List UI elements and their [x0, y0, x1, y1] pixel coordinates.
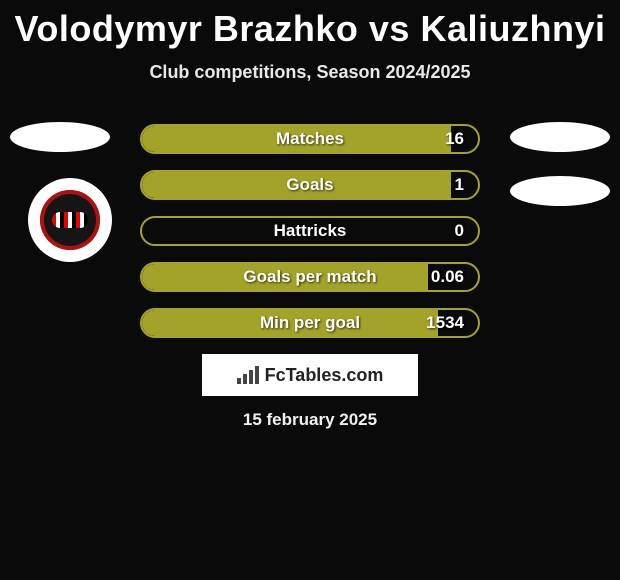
fctables-banner[interactable]: FcTables.com — [202, 354, 418, 396]
snapshot-date: 15 february 2025 — [0, 410, 620, 430]
stat-bar: Matches16 — [140, 124, 480, 154]
banner-text: FcTables.com — [265, 365, 384, 386]
stat-bar: Hattricks0 — [140, 216, 480, 246]
season-subtitle: Club competitions, Season 2024/2025 — [0, 62, 620, 83]
stat-bar: Min per goal1534 — [140, 308, 480, 338]
stat-bar-value: 1534 — [426, 310, 464, 336]
stat-bar-value: 16 — [445, 126, 464, 152]
player-right-placeholder-1 — [510, 122, 610, 152]
page-title: Volodymyr Brazhko vs Kaliuzhnyi — [0, 0, 620, 50]
stat-bar: Goals per match0.06 — [140, 262, 480, 292]
player-right-placeholder-2 — [510, 176, 610, 206]
stat-bar-value: 0.06 — [431, 264, 464, 290]
stat-bar-value: 1 — [455, 172, 464, 198]
stat-bar-label: Matches — [142, 126, 478, 152]
stats-container: Matches16 Goals1 Hattricks0 Goals per match… — [140, 124, 480, 354]
stat-bar-label: Goals — [142, 172, 478, 198]
stat-bar: Goals1 — [140, 170, 480, 200]
club-badge-scarf — [52, 212, 88, 228]
stat-bar-value: 0 — [455, 218, 464, 244]
player-left-placeholder — [10, 122, 110, 152]
stat-bar-label: Hattricks — [142, 218, 478, 244]
bar-chart-icon — [237, 366, 259, 384]
stat-bar-label: Goals per match — [142, 264, 478, 290]
